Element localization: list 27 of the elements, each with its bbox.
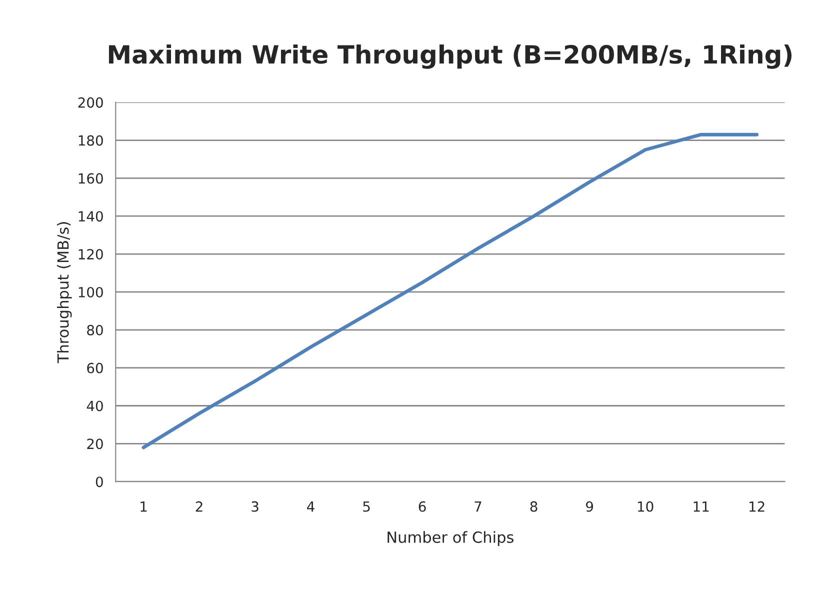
- x-tick-label: 5: [363, 501, 370, 512]
- y-tick-label: 140: [78, 211, 103, 222]
- y-tick-label: 160: [78, 173, 103, 184]
- y-tick-label: 120: [78, 249, 103, 260]
- x-tick-label: 12: [750, 501, 764, 512]
- y-tick-label: 60: [87, 362, 103, 374]
- x-tick-label: 6: [418, 501, 426, 512]
- x-tick-label: 3: [252, 501, 258, 512]
- x-tick-label: 7: [474, 501, 482, 512]
- x-tick-label: 2: [196, 501, 202, 512]
- chart-title: Maximum Write Throughput (B=200MB/s, 1Ring): [108, 44, 792, 69]
- y-tick-label: 80: [87, 324, 103, 336]
- y-tick-label: 20: [87, 438, 103, 450]
- x-tick-label: 1: [140, 501, 147, 512]
- x-axis-title: Number of Chips: [388, 531, 514, 546]
- x-tick-label: 8: [530, 501, 538, 512]
- y-tick-label: 200: [78, 97, 103, 108]
- x-tick-label: 9: [586, 501, 593, 512]
- x-tick-label: 11: [694, 501, 709, 512]
- x-tick-label: 10: [638, 501, 654, 512]
- line-series: [142, 132, 759, 450]
- y-tick-label: 40: [86, 400, 103, 412]
- y-tick-label: 0: [96, 476, 103, 488]
- y-axis-title: Throughput (MB/s): [56, 222, 72, 364]
- x-tick-label: 4: [307, 501, 314, 512]
- y-tick-label: 100: [78, 286, 103, 298]
- y-tick-label: 180: [78, 135, 103, 146]
